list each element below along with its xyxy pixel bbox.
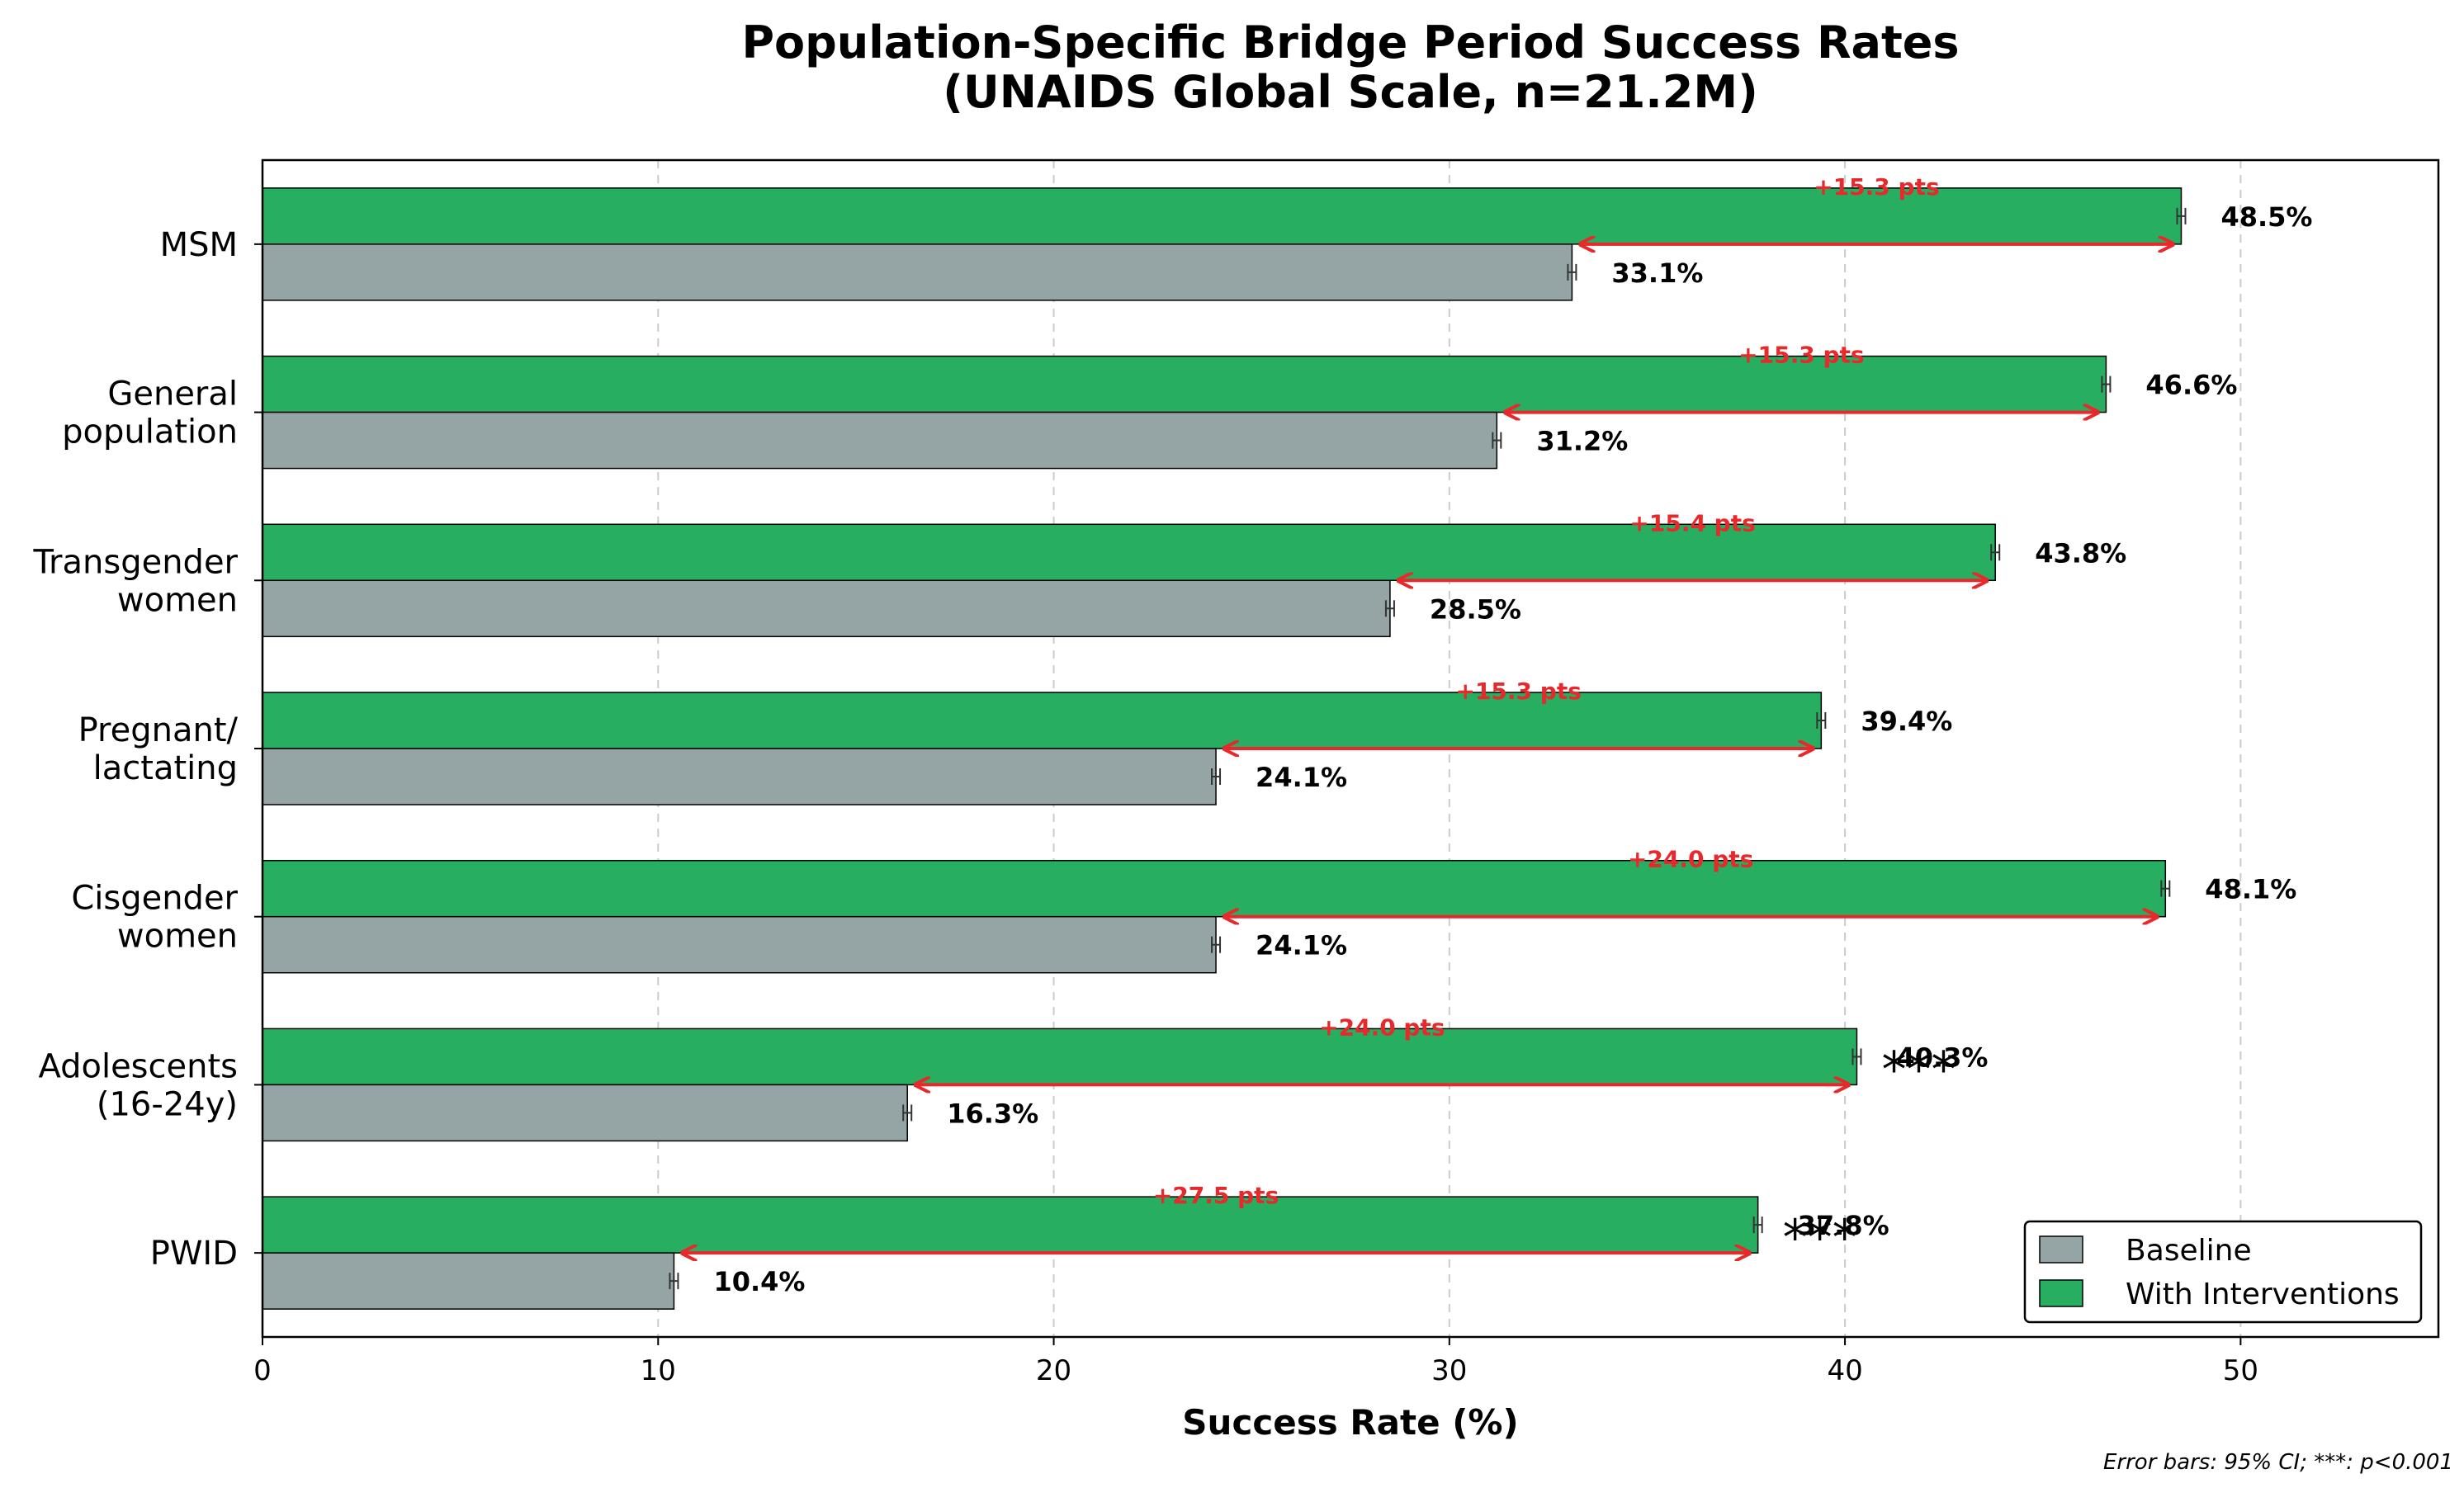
value-label-interventions: 37.8% [1798, 1210, 1889, 1241]
y-tick-label: PWID [150, 1235, 238, 1273]
value-label-interventions: 46.6% [2145, 370, 2237, 401]
value-label-baseline: 16.3% [947, 1098, 1038, 1129]
x-tick-label: 0 [253, 1354, 272, 1387]
bar-with-interventions [262, 859, 2167, 918]
value-label-baseline: 33.1% [1611, 257, 1703, 289]
y-tick-label: Transgender [33, 543, 239, 581]
bar-with-interventions [262, 355, 2107, 413]
bar-with-interventions [262, 1196, 1759, 1254]
bar-with-interventions [262, 187, 2183, 245]
bar-baseline [262, 748, 1217, 805]
value-label-baseline: 28.5% [1430, 593, 1521, 625]
y-tick-label: lactating [93, 749, 238, 787]
plot-frame [261, 158, 2440, 1339]
bar-with-interventions [262, 692, 1823, 749]
y-tick-label: (16-24y) [97, 1085, 238, 1123]
chart-title: Population-Specific Bridge Period Succes… [741, 17, 1959, 68]
x-axis-label: Success Rate (%) [1182, 1402, 1518, 1443]
footnote: Error bars: 95% CI; ***: p<0.001 [2103, 1450, 2453, 1475]
legend-swatch [2039, 1279, 2083, 1307]
x-tick-label: 40 [1827, 1354, 1862, 1387]
value-label-interventions: 48.1% [2205, 874, 2296, 905]
bar-baseline [262, 411, 1498, 470]
x-tick-label: 20 [1036, 1354, 1071, 1387]
value-label-baseline: 24.1% [1256, 930, 1347, 961]
bar-baseline [262, 1084, 908, 1142]
bar-baseline [262, 243, 1573, 301]
gain-label: +24.0 pts [1628, 846, 1753, 873]
y-tick-label: MSM [160, 226, 238, 264]
y-tick-label: Adolescents [38, 1047, 238, 1085]
x-tick-label: 30 [1431, 1354, 1467, 1387]
bar-baseline [262, 915, 1217, 974]
gain-label: +15.3 pts [1814, 173, 1939, 201]
y-tick-label: Cisgender [71, 880, 238, 918]
y-tick-label: Pregnant/ [78, 711, 239, 749]
gain-label: +27.5 pts [1153, 1182, 1279, 1209]
value-label-interventions: 48.5% [2220, 201, 2312, 233]
significance-marker: *** [1783, 1209, 1857, 1267]
x-tick-label: 50 [2223, 1354, 2258, 1387]
y-tick-label: women [117, 918, 238, 956]
gain-label: +15.3 pts [1455, 678, 1581, 705]
bar-with-interventions [262, 523, 1996, 582]
legend-swatch [2039, 1235, 2083, 1264]
value-label-baseline: 31.2% [1536, 426, 1628, 457]
value-label-interventions: 40.3% [1896, 1042, 1988, 1073]
gain-label: +24.0 pts [1319, 1013, 1445, 1041]
legend-box [2023, 1220, 2423, 1324]
legend-entry: Baseline [2126, 1234, 2252, 1268]
bar-baseline [262, 579, 1391, 638]
gain-label: +15.4 pts [1629, 509, 1755, 536]
value-label-interventions: 43.8% [2035, 537, 2126, 569]
chart-subtitle: (UNAIDS Global Scale, n=21.2M) [943, 66, 1758, 118]
bar-with-interventions [262, 1027, 1858, 1086]
value-label-baseline: 24.1% [1256, 762, 1347, 793]
value-label-interventions: 39.4% [1861, 706, 1952, 737]
bar-baseline [262, 1252, 675, 1310]
value-label-baseline: 10.4% [713, 1266, 805, 1297]
legend-entry: With Interventions [2126, 1278, 2400, 1311]
x-tick-label: 10 [641, 1354, 676, 1387]
significance-marker: *** [1881, 1041, 1956, 1098]
y-tick-label: women [117, 581, 238, 619]
y-tick-label: General [107, 376, 238, 413]
y-tick-label: population [62, 413, 238, 451]
gain-label: +15.3 pts [1738, 342, 1864, 369]
